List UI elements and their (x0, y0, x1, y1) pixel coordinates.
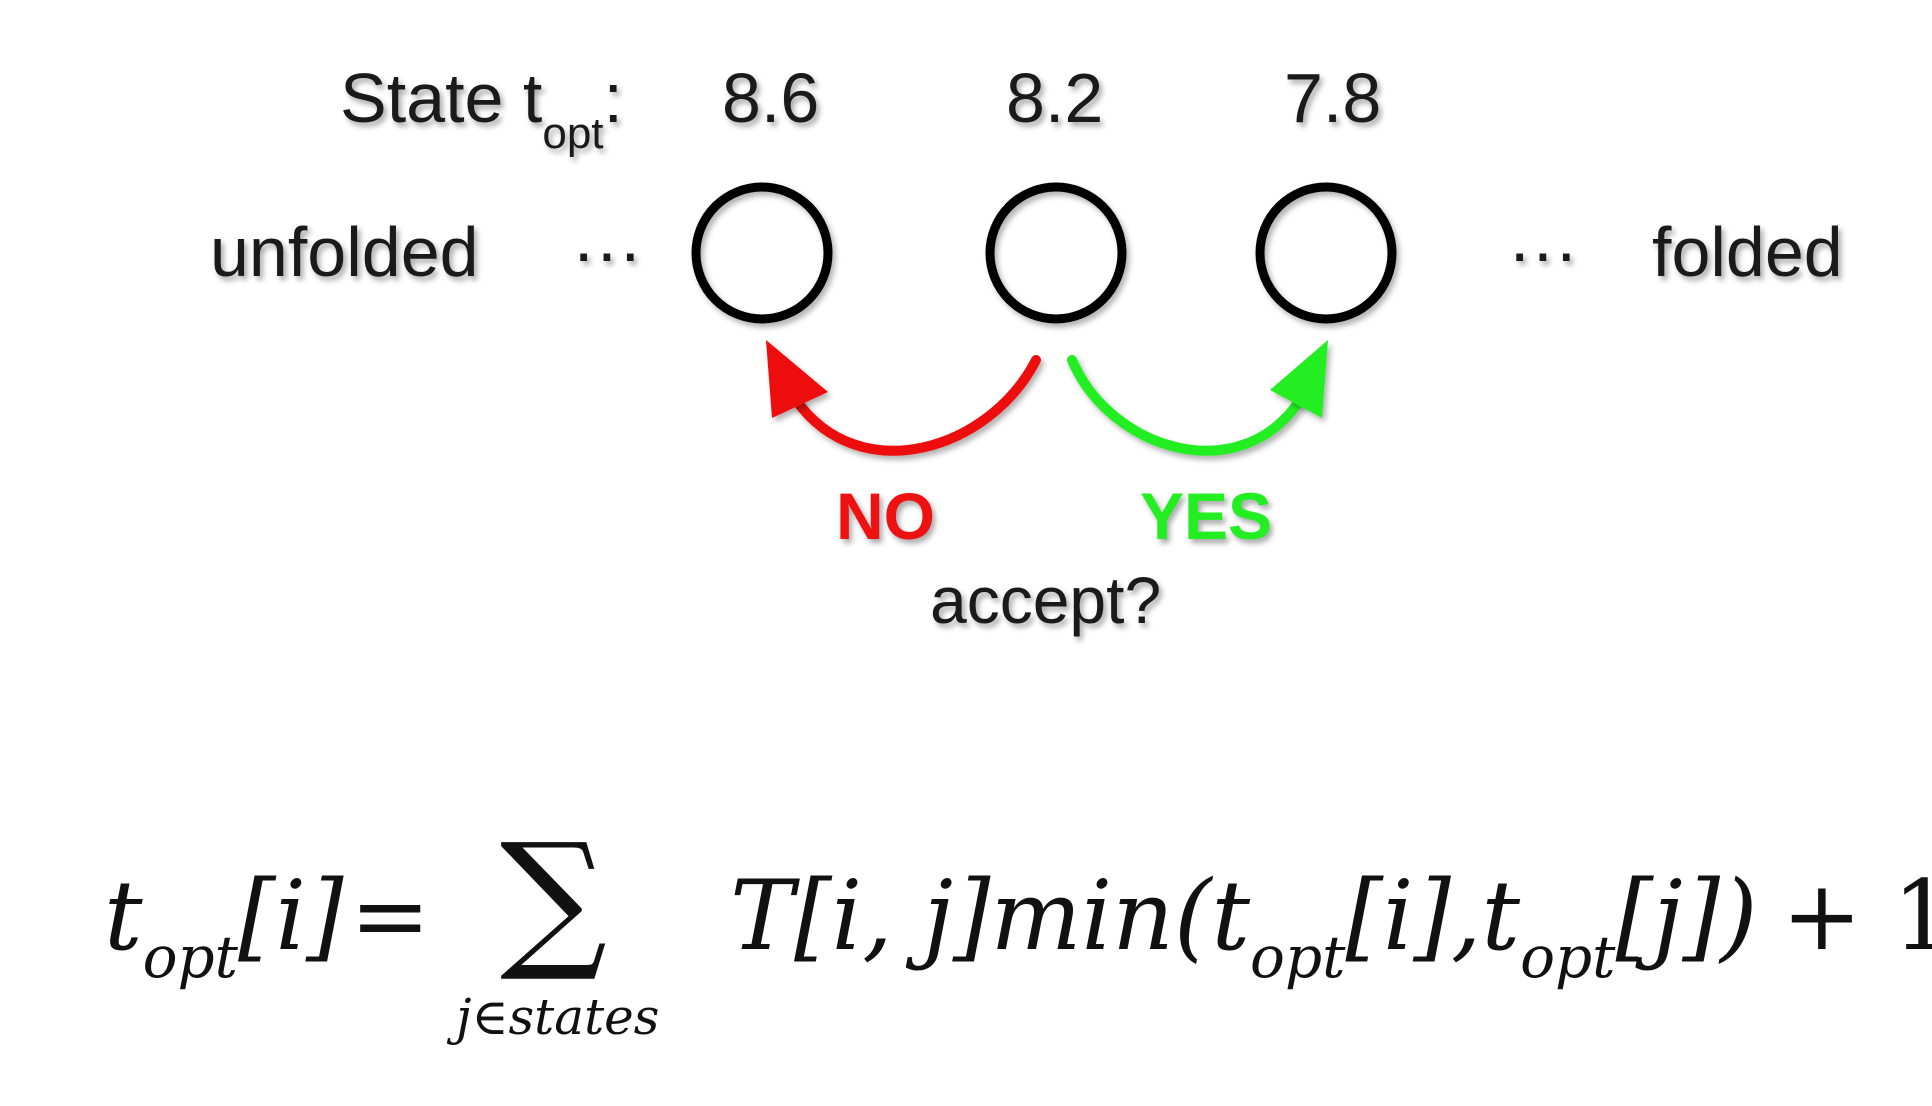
eq-lhs: topt[i] (104, 860, 344, 991)
right-ellipsis: ··· (1508, 213, 1578, 291)
yes-arrowhead (1270, 340, 1328, 418)
equation: topt[i] = ∑ j∈states T[i, j]min(topt[i],… (100, 812, 1932, 1060)
state-label-text: State t (340, 59, 543, 137)
eq-equals: = (350, 860, 431, 972)
state-node-2 (985, 182, 1127, 324)
no-label: NO (836, 479, 935, 553)
state-value-3: 7.8 (1284, 59, 1382, 137)
eq-t2-idx: [j]) (1615, 860, 1758, 972)
eq-t2-sub: opt (1520, 923, 1616, 991)
no-arrow-curve (791, 355, 1041, 456)
eq-term-min: min( (990, 860, 1212, 972)
eq-sum-symbol: ∑ (500, 812, 608, 986)
state-value-2: 8.2 (1006, 59, 1104, 137)
eq-term: T[i, j]min(topt[i],topt[j]) + 1 (730, 860, 1932, 991)
state-value-1: 8.6 (722, 59, 820, 137)
yes-arrow-curve (1067, 355, 1305, 456)
eq-t1-sub: opt (1250, 923, 1346, 991)
unfolded-label: unfolded (210, 213, 479, 291)
eq-sum-index: j∈states (456, 988, 660, 1046)
eq-term-T: T[i, j] (730, 860, 991, 972)
state-label: State topt: (340, 58, 623, 158)
eq-t1-idx: [i], (1345, 860, 1482, 972)
left-ellipsis: ··· (572, 213, 642, 291)
no-arrowhead (766, 340, 828, 418)
eq-lhs-t: t (104, 860, 143, 972)
folded-label: folded (1652, 213, 1843, 291)
eq-t2: t (1481, 860, 1521, 972)
eq-lhs-sub: opt (142, 923, 238, 991)
state-node-3 (1255, 182, 1397, 324)
yes-label: YES (1140, 479, 1273, 553)
state-label-subscript: opt (542, 109, 604, 158)
eq-lhs-idx: [i] (237, 860, 344, 972)
accept-question: accept? (930, 563, 1162, 637)
state-node-1 (691, 182, 833, 324)
eq-t1: t (1211, 860, 1251, 972)
state-label-colon: : (603, 59, 623, 137)
state-graph (691, 182, 1397, 456)
eq-plus-one: + 1 (1781, 860, 1932, 972)
